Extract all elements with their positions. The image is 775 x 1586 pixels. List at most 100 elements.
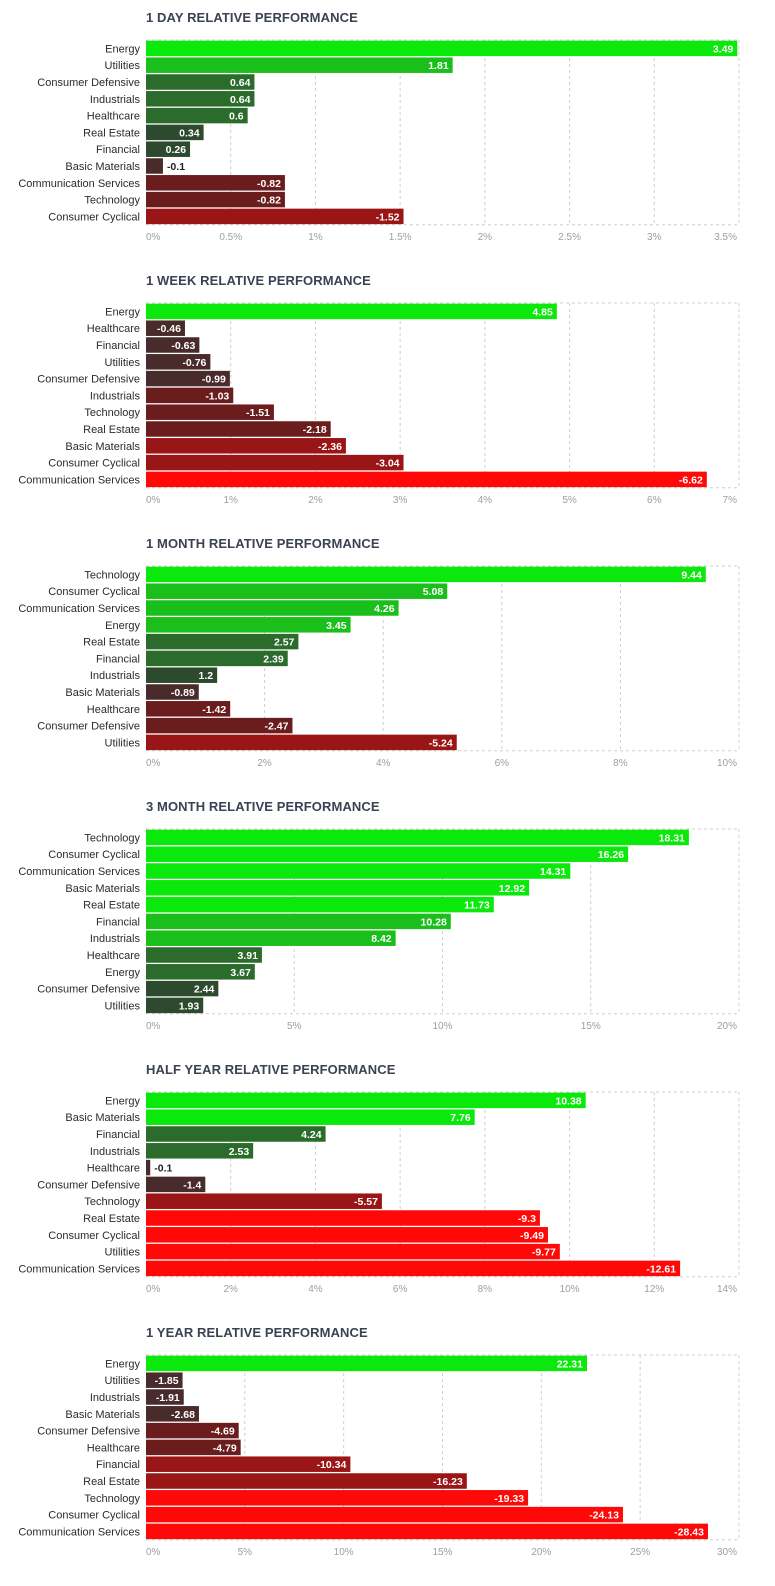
bar-chart: 0% 0.5% 1% 1.5% 2% 2.5% 3% 3.5% Energy 3.49 Utilit… xyxy=(18,39,740,243)
value-label: 0.6 xyxy=(229,111,244,123)
value-label: 0.64 xyxy=(230,94,251,106)
bar xyxy=(146,650,288,667)
bar xyxy=(146,846,629,862)
value-label: -10.34 xyxy=(317,1459,347,1471)
bar xyxy=(146,208,404,225)
x-tick-label: 20% xyxy=(531,1547,551,1558)
x-tick-label: 6% xyxy=(495,758,510,769)
bar xyxy=(146,337,200,353)
value-label: 1.2 xyxy=(199,670,214,682)
category-label: Financial xyxy=(96,916,140,928)
bar xyxy=(146,1210,540,1226)
value-label: 9.44 xyxy=(681,569,702,581)
bar xyxy=(146,701,231,717)
value-label: 3.49 xyxy=(713,43,734,55)
value-label: -1.51 xyxy=(246,407,270,419)
category-label: Healthcare xyxy=(87,111,140,123)
x-tick-label: 5% xyxy=(238,1547,253,1558)
category-label: Consumer Defensive xyxy=(37,721,140,733)
value-label: -0.99 xyxy=(202,374,226,386)
bar xyxy=(146,1506,623,1523)
bar xyxy=(146,471,707,488)
x-tick-label: 10% xyxy=(717,758,737,769)
value-label: 2.44 xyxy=(194,984,215,996)
bar xyxy=(146,1143,254,1159)
category-label: Basic Materials xyxy=(65,687,140,699)
category-label: Communication Services xyxy=(18,1263,140,1275)
bar xyxy=(146,913,451,930)
bar xyxy=(146,107,248,124)
bar xyxy=(146,158,163,174)
category-label: Healthcare xyxy=(87,323,140,335)
value-label: -0.82 xyxy=(257,178,281,190)
x-tick-label: 1.5% xyxy=(389,232,412,243)
x-tick-label: 15% xyxy=(581,1021,601,1032)
bar xyxy=(146,583,448,599)
value-label: 3.67 xyxy=(230,967,251,979)
category-label: Financial xyxy=(96,653,140,665)
value-label: -0.46 xyxy=(157,323,181,335)
value-label: -4.79 xyxy=(213,1442,237,1454)
value-label: 0.26 xyxy=(166,144,187,156)
value-label: 18.31 xyxy=(659,832,685,844)
chart-panel: HALF YEAR RELATIVE PERFORMANCE 0% 2% 4% 6% 8%… xyxy=(0,1062,775,1312)
category-label: Technology xyxy=(84,1196,140,1208)
bar xyxy=(146,1456,351,1472)
category-label: Technology xyxy=(84,1493,140,1505)
value-label: 11.73 xyxy=(464,900,490,912)
value-label: 14.31 xyxy=(540,866,566,878)
chart-panel: 1 DAY RELATIVE PERFORMANCE 0% 0.5% 1% 1.5% 2%… xyxy=(0,10,775,260)
value-label: 2.39 xyxy=(263,653,284,665)
value-label: 4.24 xyxy=(301,1129,322,1141)
x-tick-label: 25% xyxy=(630,1547,650,1558)
bar xyxy=(146,404,274,420)
category-label: Technology xyxy=(84,569,140,581)
category-label: Consumer Defensive xyxy=(37,77,140,89)
category-label: Communication Services xyxy=(18,474,140,486)
x-tick-label: 0.5% xyxy=(219,232,242,243)
category-label: Consumer Cyclical xyxy=(48,586,140,598)
value-label: -4.69 xyxy=(211,1426,235,1438)
x-tick-label: 2% xyxy=(257,758,272,769)
value-label: -0.63 xyxy=(171,340,195,352)
value-label: 1.81 xyxy=(428,60,449,72)
x-tick-label: 12% xyxy=(644,1284,664,1295)
category-label: Financial xyxy=(96,144,140,156)
value-label: -1.85 xyxy=(155,1375,179,1387)
bar xyxy=(146,370,230,387)
x-tick-label: 30% xyxy=(717,1547,737,1558)
category-label: Communication Services xyxy=(18,866,140,878)
bar xyxy=(146,1355,587,1372)
x-tick-label: 10% xyxy=(432,1021,452,1032)
value-label: -9.77 xyxy=(532,1247,556,1259)
value-label: -1.52 xyxy=(376,211,400,223)
bar xyxy=(146,175,285,191)
value-label: 4.26 xyxy=(374,603,395,615)
bar xyxy=(146,717,293,734)
bar xyxy=(146,191,285,208)
x-tick-label: 1% xyxy=(223,495,238,506)
category-label: Communication Services xyxy=(18,178,140,190)
category-label: Basic Materials xyxy=(65,883,140,895)
chart-panel: 1 MONTH RELATIVE PERFORMANCE 0% 2% 4% 6% 8% 10… xyxy=(0,536,775,786)
category-label: Real Estate xyxy=(83,900,140,912)
bar xyxy=(146,633,299,650)
chart-panel: 3 MONTH RELATIVE PERFORMANCE 0% 5% 10% 15% 20… xyxy=(0,799,775,1049)
value-label: 2.57 xyxy=(274,637,295,649)
x-tick-label: 3% xyxy=(393,495,408,506)
bar xyxy=(146,57,453,73)
chart-title: 1 DAY RELATIVE PERFORMANCE xyxy=(146,10,358,25)
category-label: Communication Services xyxy=(18,603,140,615)
category-label: Industrials xyxy=(90,670,141,682)
bar-chart: 0% 2% 4% 6% 8% 10% Technology 9.44 Consumer Cycl… xyxy=(18,565,740,769)
category-label: Real Estate xyxy=(83,637,140,649)
category-label: Healthcare xyxy=(87,1442,140,1454)
x-tick-label: 7% xyxy=(723,495,738,506)
bar xyxy=(146,387,234,404)
chart-panel: 1 WEEK RELATIVE PERFORMANCE 0% 1% 2% 3% 4% 5% 6… xyxy=(0,273,775,523)
value-label: -1.4 xyxy=(183,1179,201,1191)
bar xyxy=(146,896,494,913)
bar xyxy=(146,980,219,997)
x-tick-label: 4% xyxy=(376,758,391,769)
category-label: Basic Materials xyxy=(65,1409,140,1421)
